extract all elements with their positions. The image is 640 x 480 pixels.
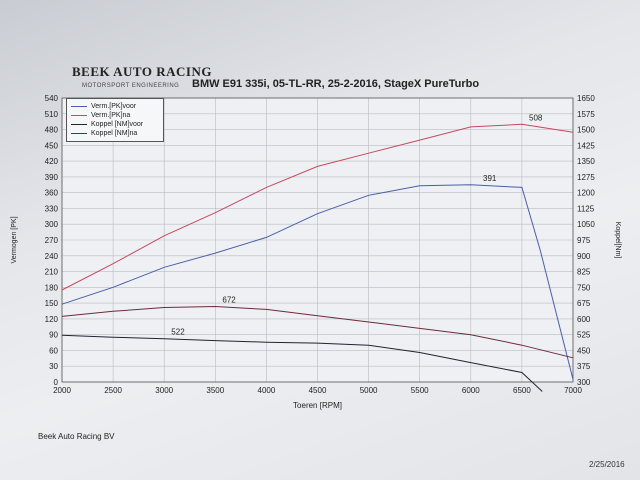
y-tick-label: 180 <box>45 283 59 292</box>
x-tick-label: 6500 <box>513 386 531 395</box>
y2-tick-label: 1050 <box>577 220 595 229</box>
y-axis-label: Vermogen [PK] <box>11 216 18 263</box>
y-tick-label: 150 <box>45 299 59 308</box>
company-logo-subtext: MOTORSPORT ENGINEERING <box>82 83 180 89</box>
series-verm-na-line <box>61 123 574 291</box>
y-tick-label: 360 <box>45 189 59 198</box>
legend-item: Verm.[PK]voor <box>71 102 159 111</box>
series-koppel-voor-line <box>61 334 543 392</box>
y-tick-label: 270 <box>45 236 59 245</box>
x-tick-label: 3500 <box>206 386 224 395</box>
x-tick-label: 4500 <box>309 386 327 395</box>
y-tick-label: 120 <box>45 315 59 324</box>
y-tick-label: 0 <box>54 378 59 387</box>
y-tick-label: 420 <box>45 157 59 166</box>
plot-frame <box>61 97 574 383</box>
legend-label: Verm.[PK]voor <box>91 103 137 110</box>
legend-label: Koppel [NM]na <box>91 130 138 137</box>
y2-tick-label: 975 <box>577 236 591 245</box>
y2-tick-label: 1575 <box>577 110 595 119</box>
data-annotation: 391 <box>483 174 497 183</box>
x-tick-label: 6000 <box>462 386 480 395</box>
x-axis-label: Toeren [RPM] <box>293 401 342 410</box>
x-tick-label: 5500 <box>411 386 429 395</box>
y-tick-label: 300 <box>45 220 59 229</box>
legend-item: Koppel [NM]voor <box>71 120 159 129</box>
x-tick-label: 4000 <box>258 386 276 395</box>
y2-tick-label: 1125 <box>577 204 595 213</box>
y-tick-label: 60 <box>49 346 58 355</box>
legend-label: Verm.[PK]na <box>91 112 131 119</box>
y2-tick-label: 1200 <box>577 189 595 198</box>
y2-tick-label: 1425 <box>577 141 595 150</box>
series-koppel-na-line <box>61 305 574 359</box>
y-tick-label: 390 <box>45 173 59 182</box>
x-tick-label: 3000 <box>155 386 173 395</box>
y2-tick-label: 675 <box>577 299 591 308</box>
y2-tick-label: 375 <box>577 362 591 371</box>
series-verm-voor-line <box>61 184 574 380</box>
x-tick-label: 2500 <box>104 386 122 395</box>
data-annotation: 508 <box>529 113 543 122</box>
y2-tick-label: 900 <box>577 252 591 261</box>
y-tick-label: 210 <box>45 268 59 277</box>
chart-title: BMW E91 335i, 05-TL-RR, 25-2-2016, Stage… <box>192 78 480 90</box>
legend-label: Koppel [NM]voor <box>91 121 144 128</box>
y2-tick-label: 600 <box>577 315 591 324</box>
chart-legend: Verm.[PK]voor Verm.[PK]na Koppel [NM]voor K… <box>66 98 164 142</box>
y-tick-label: 240 <box>45 252 59 261</box>
legend-item: Koppel [NM]na <box>71 129 159 138</box>
y-tick-label: 510 <box>45 110 59 119</box>
company-logo: BEEK AUTO RACING <box>72 64 212 79</box>
y2-tick-label: 525 <box>577 331 591 340</box>
y2-tick-label: 1500 <box>577 126 595 135</box>
y2-axis-label: Koppel[Nm] <box>614 222 621 259</box>
y-tick-label: 90 <box>49 331 58 340</box>
data-annotation: 672 <box>222 295 236 304</box>
y-tick-label: 540 <box>45 94 59 103</box>
footer-date: 2/25/2016 <box>589 460 625 469</box>
x-tick-label: 5000 <box>360 386 378 395</box>
x-tick-label: 7000 <box>564 386 582 395</box>
data-annotation: 522 <box>171 328 185 337</box>
y-tick-label: 330 <box>45 204 59 213</box>
y2-tick-label: 825 <box>577 268 591 277</box>
legend-swatch <box>71 115 87 116</box>
legend-item: Verm.[PK]na <box>71 111 159 120</box>
x-tick-label: 2000 <box>53 386 71 395</box>
legend-swatch <box>71 106 87 107</box>
legend-swatch <box>71 133 87 134</box>
y2-tick-label: 750 <box>577 283 591 292</box>
y-tick-label: 30 <box>49 362 58 371</box>
y2-tick-label: 450 <box>577 346 591 355</box>
y-tick-label: 450 <box>45 141 59 150</box>
y2-tick-label: 1650 <box>577 94 595 103</box>
y2-tick-label: 300 <box>577 378 591 387</box>
footer-company: Beek Auto Racing BV <box>38 432 115 441</box>
legend-swatch <box>71 124 87 125</box>
y2-tick-label: 1275 <box>577 173 595 182</box>
y-tick-label: 480 <box>45 126 59 135</box>
y2-tick-label: 1350 <box>577 157 595 166</box>
